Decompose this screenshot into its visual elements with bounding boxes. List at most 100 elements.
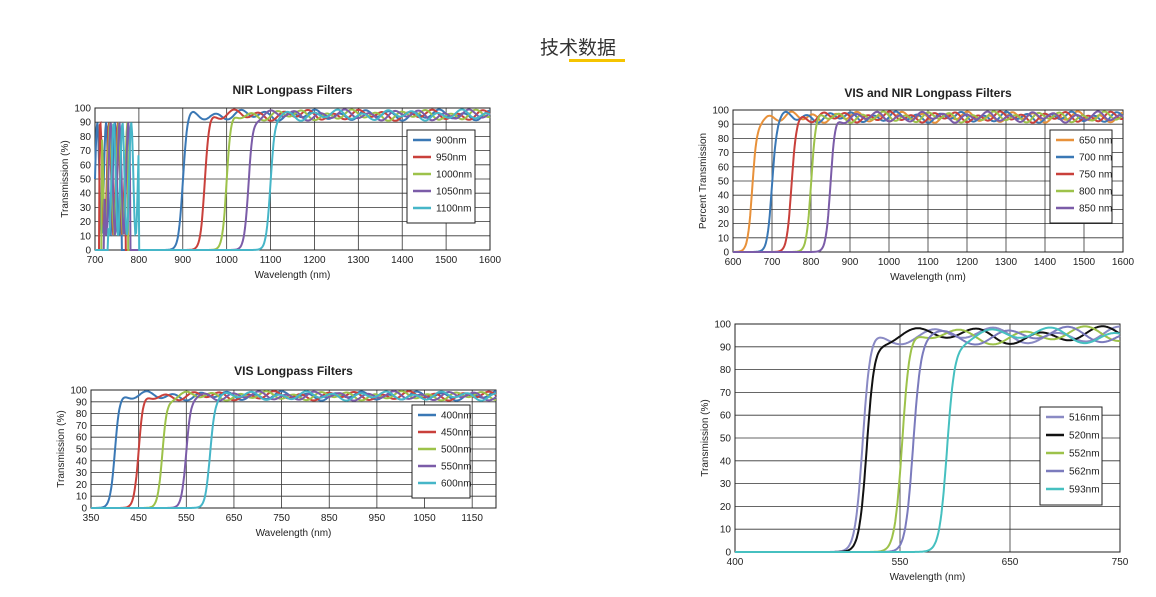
x-axis-label: Wavelength (nm) — [256, 528, 332, 539]
x-tick-label: 1300 — [347, 255, 370, 266]
x-tick-label: 1300 — [995, 257, 1018, 268]
y-tick-label: 0 — [85, 246, 91, 257]
x-tick-label: 650 — [226, 513, 243, 524]
legend-label: 600nm — [441, 479, 472, 490]
chart-title: NIR Longpass Filters — [232, 83, 352, 97]
y-tick-label: 60 — [720, 411, 732, 422]
y-tick-label: 50 — [76, 445, 88, 456]
x-tick-label: 600 — [725, 257, 742, 268]
y-tick-label: 10 — [80, 231, 92, 242]
chart-title: VIS Longpass Filters — [234, 364, 353, 378]
y-tick-label: 90 — [76, 397, 88, 408]
legend-label: 1050nm — [436, 187, 472, 198]
y-tick-label: 70 — [80, 146, 92, 157]
x-tick-label: 450 — [130, 513, 147, 524]
y-tick-label: 10 — [76, 492, 88, 503]
y-tick-label: 100 — [712, 106, 729, 117]
x-tick-label: 850 — [321, 513, 338, 524]
x-tick-label: 1500 — [1073, 257, 1096, 268]
x-axis-label: Wavelength (nm) — [890, 572, 966, 583]
y-tick-label: 80 — [718, 134, 730, 145]
x-tick-label: 900 — [174, 255, 191, 266]
x-tick-label: 1200 — [956, 257, 979, 268]
y-tick-label: 80 — [76, 409, 88, 420]
x-axis-label: Wavelength (nm) — [255, 270, 331, 281]
x-tick-label: 950 — [369, 513, 386, 524]
y-tick-label: 90 — [718, 120, 730, 131]
y-tick-label: 100 — [74, 104, 91, 115]
x-tick-label: 800 — [803, 257, 820, 268]
legend-label: 1100nm — [436, 204, 471, 215]
x-tick-label: 1000 — [878, 257, 901, 268]
legend-label: 450nm — [441, 428, 472, 439]
legend-label: 800 nm — [1079, 187, 1112, 198]
y-tick-label: 100 — [70, 386, 87, 397]
y-tick-label: 20 — [720, 502, 732, 513]
x-tick-label: 700 — [764, 257, 781, 268]
legend-label: 1000nm — [436, 170, 472, 181]
y-axis-label: Transmission (%) — [56, 410, 67, 487]
y-tick-label: 100 — [714, 320, 731, 331]
chart-nir-longpass: NIR Longpass Filters 0 10 20 30 40 50 60 70 80 90 1… — [55, 78, 505, 293]
x-tick-label: 1600 — [479, 255, 502, 266]
x-axis-label: Wavelength (nm) — [890, 272, 966, 283]
y-tick-label: 70 — [720, 388, 732, 399]
series-line — [91, 390, 497, 509]
y-tick-label: 40 — [718, 191, 730, 202]
y-tick-label: 50 — [80, 175, 92, 186]
legend-label: 950nm — [436, 153, 467, 164]
x-tick-label: 1500 — [435, 255, 458, 266]
x-tick-label: 1200 — [303, 255, 326, 266]
y-axis-label: Percent Transmission — [698, 133, 709, 229]
plot-frame — [734, 323, 1121, 553]
y-axis-label: Transmission (%) — [700, 399, 711, 476]
y-tick-label: 80 — [720, 365, 732, 376]
y-tick-label: 90 — [720, 342, 732, 353]
y-tick-label: 50 — [720, 434, 732, 445]
legend-label: 520nm — [1069, 431, 1100, 442]
y-tick-label: 40 — [76, 456, 88, 467]
y-tick-label: 60 — [76, 433, 88, 444]
title-underline — [569, 59, 625, 62]
chart-narrow-longpass: 0 10 20 30 40 50 60 70 80 90 100 400 550 650 750 Wavele… — [695, 312, 1135, 592]
x-tick-label: 1400 — [1034, 257, 1057, 268]
x-tick-label: 800 — [131, 255, 148, 266]
y-tick-label: 90 — [80, 118, 92, 129]
x-tick-label: 750 — [273, 513, 290, 524]
y-tick-label: 0 — [725, 548, 731, 559]
y-tick-label: 50 — [718, 177, 730, 188]
legend-label: 500nm — [441, 445, 472, 456]
x-tick-label: 1100 — [917, 257, 939, 268]
y-tick-label: 70 — [718, 148, 730, 159]
y-tick-label: 30 — [720, 479, 732, 490]
x-tick-label: 1600 — [1112, 257, 1135, 268]
series-line — [733, 110, 1124, 253]
legend-label: 516nm — [1069, 413, 1100, 424]
y-tick-label: 20 — [76, 480, 88, 491]
chart-vis-nir-longpass: VIS and NIR Longpass Filters 0 10 20 30 40 50 6… — [690, 80, 1135, 290]
y-tick-label: 0 — [723, 248, 729, 259]
series-line — [95, 108, 491, 251]
legend-label: 650 nm — [1079, 136, 1112, 147]
y-tick-label: 0 — [81, 504, 87, 515]
x-tick-label: 550 — [892, 557, 909, 568]
x-tick-label: 650 — [1002, 557, 1019, 568]
y-tick-label: 10 — [718, 233, 730, 244]
x-tick-label: 550 — [178, 513, 195, 524]
series-line — [91, 390, 497, 509]
x-tick-label: 700 — [87, 255, 104, 266]
y-tick-label: 40 — [80, 189, 92, 200]
y-tick-label: 30 — [718, 205, 730, 216]
x-tick-label: 400 — [727, 557, 744, 568]
x-tick-label: 1400 — [391, 255, 414, 266]
legend-label: 400nm — [441, 411, 472, 422]
y-tick-label: 80 — [80, 132, 92, 143]
y-tick-label: 60 — [718, 162, 730, 173]
x-tick-label: 900 — [842, 257, 859, 268]
plot-frame — [90, 389, 497, 509]
chart-vis-longpass: VIS Longpass Filters 0 10 20 30 40 50 60 70 80 90 1… — [55, 360, 505, 545]
legend-label: 850 nm — [1079, 204, 1112, 215]
plot-frame — [732, 109, 1124, 253]
x-tick-label: 1150 — [461, 513, 483, 524]
chart-title: VIS and NIR Longpass Filters — [844, 86, 1012, 100]
